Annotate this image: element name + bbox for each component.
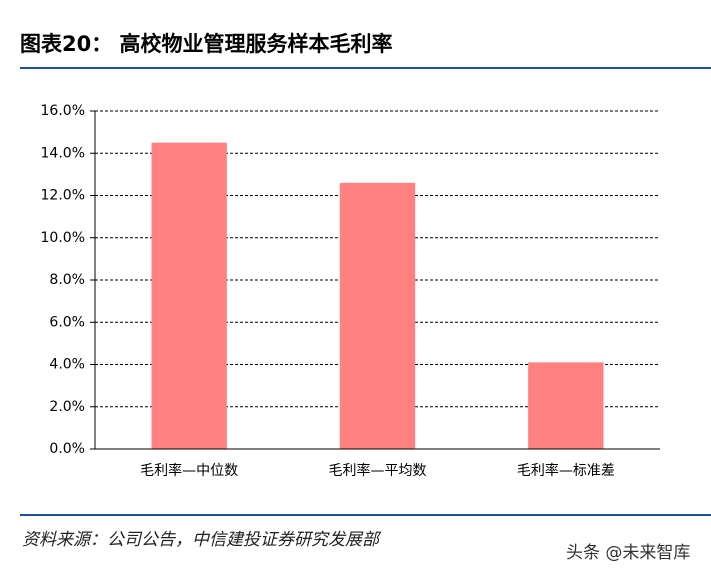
y-tick-label: 0.0% <box>49 441 85 457</box>
chart-title: 图表20： 高校物业管理服务样本毛利率 <box>20 32 393 56</box>
y-tick-label: 16.0% <box>41 103 85 119</box>
y-tick-label: 14.0% <box>41 145 85 161</box>
x-tick-label: 毛利率—标准差 <box>517 462 615 479</box>
bar <box>528 362 604 449</box>
y-tick-label: 6.0% <box>49 314 85 330</box>
y-tick-label: 2.0% <box>49 399 85 415</box>
y-tick-label: 4.0% <box>49 357 85 373</box>
x-tick-label: 毛利率—中位数 <box>140 462 238 479</box>
y-tick-label: 12.0% <box>41 188 85 204</box>
watermark: 头条 @未来智库 <box>566 543 690 563</box>
x-tick-label: 毛利率—平均数 <box>329 462 427 479</box>
source-note: 资料来源：公司公告，中信建投证券研究发展部 <box>22 530 382 550</box>
bar <box>339 182 416 449</box>
y-tick-label: 10.0% <box>41 230 85 246</box>
bar <box>151 142 227 449</box>
y-tick-label: 8.0% <box>49 272 85 288</box>
watermark-bg <box>560 538 706 568</box>
